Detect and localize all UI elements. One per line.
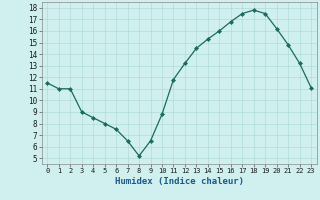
X-axis label: Humidex (Indice chaleur): Humidex (Indice chaleur)	[115, 177, 244, 186]
